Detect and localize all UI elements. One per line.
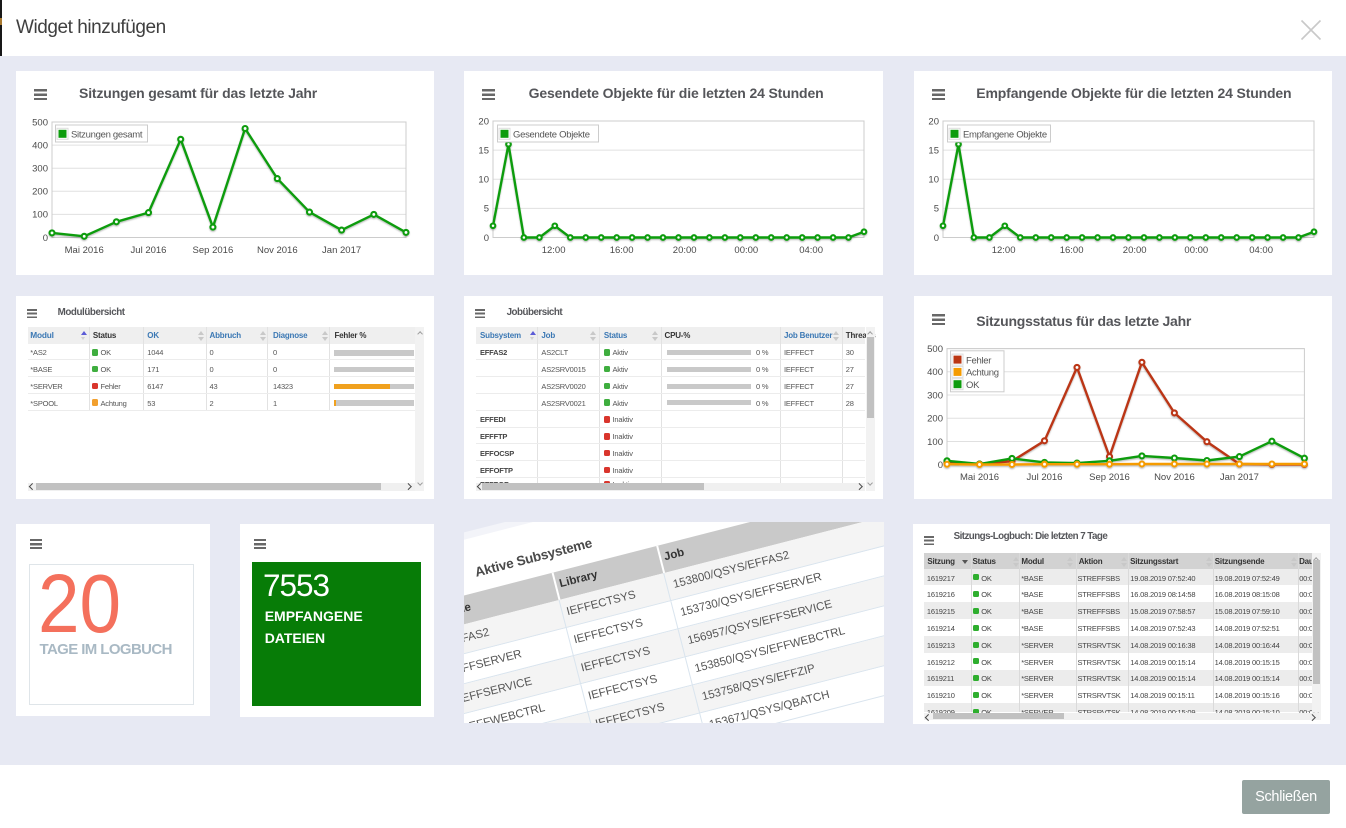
svg-text:20: 20 bbox=[928, 116, 939, 127]
svg-text:20:00: 20:00 bbox=[673, 245, 697, 256]
svg-text:Nov 2016: Nov 2016 bbox=[257, 245, 298, 256]
svg-text:200: 200 bbox=[32, 187, 48, 198]
svg-text:00:00: 00:00 bbox=[1184, 245, 1208, 256]
svg-text:15: 15 bbox=[928, 145, 939, 156]
svg-text:0: 0 bbox=[934, 233, 939, 244]
svg-text:Jan 2017: Jan 2017 bbox=[322, 245, 361, 256]
svg-text:100: 100 bbox=[32, 210, 48, 221]
svg-text:12:00: 12:00 bbox=[542, 245, 566, 256]
svg-text:500: 500 bbox=[32, 117, 48, 128]
svg-text:12:00: 12:00 bbox=[992, 245, 1016, 256]
svg-text:15: 15 bbox=[478, 145, 489, 156]
svg-text:Jan 2017: Jan 2017 bbox=[1220, 472, 1259, 483]
svg-text:Sitzungen gesamt: Sitzungen gesamt bbox=[71, 130, 143, 141]
svg-text:Mai 2016: Mai 2016 bbox=[960, 472, 999, 483]
svg-text:5: 5 bbox=[934, 204, 939, 215]
svg-text:Mai 2016: Mai 2016 bbox=[65, 245, 104, 256]
svg-text:Achtung: Achtung bbox=[966, 368, 999, 379]
svg-text:20:00: 20:00 bbox=[1123, 245, 1147, 256]
svg-text:Empfangene Objekte: Empfangene Objekte bbox=[963, 130, 1047, 141]
svg-text:Gesendete Objekte: Gesendete Objekte bbox=[513, 130, 590, 141]
svg-text:Jul 2016: Jul 2016 bbox=[131, 245, 167, 256]
svg-text:300: 300 bbox=[32, 164, 48, 175]
svg-text:Nov 2016: Nov 2016 bbox=[1154, 472, 1195, 483]
svg-text:Sep 2016: Sep 2016 bbox=[193, 245, 234, 256]
svg-text:04:00: 04:00 bbox=[799, 245, 823, 256]
svg-text:400: 400 bbox=[927, 367, 943, 378]
svg-text:Fehler: Fehler bbox=[966, 355, 991, 366]
svg-text:16:00: 16:00 bbox=[1060, 245, 1084, 256]
svg-text:10: 10 bbox=[928, 175, 939, 186]
svg-text:Sep 2016: Sep 2016 bbox=[1089, 472, 1130, 483]
svg-text:00:00: 00:00 bbox=[734, 245, 758, 256]
svg-text:OK: OK bbox=[966, 380, 980, 391]
svg-text:5: 5 bbox=[484, 204, 489, 215]
svg-text:04:00: 04:00 bbox=[1249, 245, 1273, 256]
svg-text:200: 200 bbox=[927, 414, 943, 425]
svg-text:500: 500 bbox=[927, 344, 943, 355]
svg-text:0: 0 bbox=[43, 233, 48, 244]
svg-text:0: 0 bbox=[484, 233, 489, 244]
svg-text:100: 100 bbox=[927, 437, 943, 448]
svg-text:16:00: 16:00 bbox=[610, 245, 634, 256]
svg-text:20: 20 bbox=[478, 116, 489, 127]
svg-text:10: 10 bbox=[478, 175, 489, 186]
svg-text:0: 0 bbox=[938, 460, 943, 471]
svg-text:300: 300 bbox=[927, 390, 943, 401]
svg-text:400: 400 bbox=[32, 140, 48, 151]
svg-text:Jul 2016: Jul 2016 bbox=[1027, 472, 1063, 483]
